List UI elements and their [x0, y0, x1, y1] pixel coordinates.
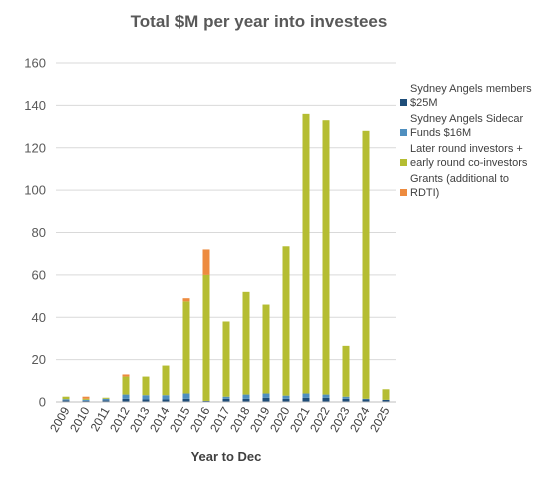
y-tick-label: 60	[32, 267, 46, 282]
bar-segment	[362, 398, 370, 400]
legend-swatch	[400, 99, 407, 106]
bar-segment	[262, 393, 270, 398]
y-tick-label: 0	[39, 395, 46, 410]
legend-label: Grants (additional to RDTI)	[410, 173, 509, 199]
bar-segment	[262, 304, 270, 394]
bar-segment	[302, 393, 310, 398]
bar-segment	[102, 400, 110, 402]
legend-label: Later round investors + early round co-in…	[410, 143, 528, 169]
bar-segment	[242, 291, 250, 395]
x-tick-label: 2019	[247, 404, 273, 434]
bar-segment	[122, 374, 130, 377]
bar-segment	[342, 345, 350, 397]
y-tick-label: 40	[32, 310, 46, 325]
bar-segment	[222, 321, 230, 397]
bar-segment	[102, 397, 110, 399]
bar-segment	[322, 120, 330, 395]
bar-segment	[382, 389, 390, 400]
y-tick-label: 80	[32, 225, 46, 240]
bar-segment	[242, 394, 250, 399]
x-tick-label: 2016	[187, 404, 213, 434]
bar-segment	[182, 398, 190, 402]
x-axis-ticks: 2009201020112012201320142015201620172018…	[47, 404, 393, 434]
bar-segment	[122, 394, 130, 399]
bar-segment	[302, 397, 310, 402]
bar-segment	[202, 249, 210, 275]
legend-label: Sydney Angels members $25M	[410, 83, 532, 109]
bar-segment	[202, 274, 210, 401]
bar-segment	[282, 398, 290, 402]
bar-segment	[82, 400, 90, 402]
bar-segment	[182, 298, 190, 302]
bar-segment	[382, 399, 390, 402]
legend-swatch	[400, 129, 407, 136]
legend-label: Sydney Angels Sidecar Funds $16M	[410, 113, 523, 139]
x-tick-label: 2015	[167, 404, 193, 434]
bar-segment	[142, 376, 150, 396]
bar-segment	[282, 246, 290, 396]
bar-segment	[322, 394, 330, 398]
bar-segment	[102, 398, 110, 401]
bar-segment	[322, 397, 330, 402]
chart-title: Total $M per year into investees	[131, 12, 388, 31]
y-tick-label: 160	[24, 56, 46, 71]
bar-segment	[302, 113, 310, 394]
x-tick-label: 2010	[67, 404, 93, 434]
bar-segment	[82, 399, 90, 401]
legend: Sydney Angels members $25M Sydney Angels S…	[400, 83, 532, 199]
bar-segment	[362, 399, 370, 402]
bar-segment	[202, 400, 210, 402]
legend-swatch	[400, 189, 407, 196]
x-tick-label: 2025	[367, 404, 393, 434]
bar-segment	[62, 400, 70, 402]
bar-segment	[222, 396, 230, 399]
bar-segment	[182, 301, 190, 394]
bar-segment	[142, 399, 150, 402]
x-axis-label: Year to Dec	[191, 449, 262, 464]
x-tick-label: 2021	[287, 404, 313, 434]
bar-segment	[362, 130, 370, 399]
x-tick-label: 2013	[127, 404, 153, 434]
x-tick-label: 2022	[307, 404, 333, 434]
bar-segment	[142, 395, 150, 400]
x-tick-label: 2012	[107, 404, 133, 434]
bar-segment	[122, 376, 130, 395]
bar-segment	[242, 398, 250, 402]
x-tick-label: 2009	[47, 404, 73, 434]
bar-segment	[62, 396, 70, 400]
bar-segment	[282, 395, 290, 399]
bar-segment	[162, 399, 170, 402]
gridlines	[56, 62, 396, 361]
x-tick-label: 2024	[347, 404, 373, 434]
legend-swatch	[400, 159, 407, 166]
bar-segment	[162, 365, 170, 396]
bar-segment	[342, 398, 350, 402]
bar-segment	[62, 399, 70, 401]
x-tick-label: 2020	[267, 404, 293, 434]
x-tick-label: 2023	[327, 404, 353, 434]
bar-segment	[122, 398, 130, 402]
x-tick-label: 2018	[227, 404, 253, 434]
bar-segment	[82, 396, 90, 399]
bar-segment	[222, 398, 230, 402]
bar-segment	[82, 398, 90, 400]
y-tick-label: 20	[32, 352, 46, 367]
x-tick-label: 2017	[207, 404, 233, 434]
bar-segment	[262, 397, 270, 402]
bar-segment	[162, 395, 170, 400]
y-tick-label: 120	[24, 140, 46, 155]
bar-segment	[182, 393, 190, 399]
y-tick-label: 140	[24, 98, 46, 113]
bar-segment	[342, 396, 350, 399]
bars	[62, 113, 390, 402]
y-axis-ticks: 0 20 40 60 80 100 120 140 160	[24, 56, 46, 410]
x-tick-label: 2014	[147, 404, 173, 434]
y-tick-label: 100	[24, 183, 46, 198]
